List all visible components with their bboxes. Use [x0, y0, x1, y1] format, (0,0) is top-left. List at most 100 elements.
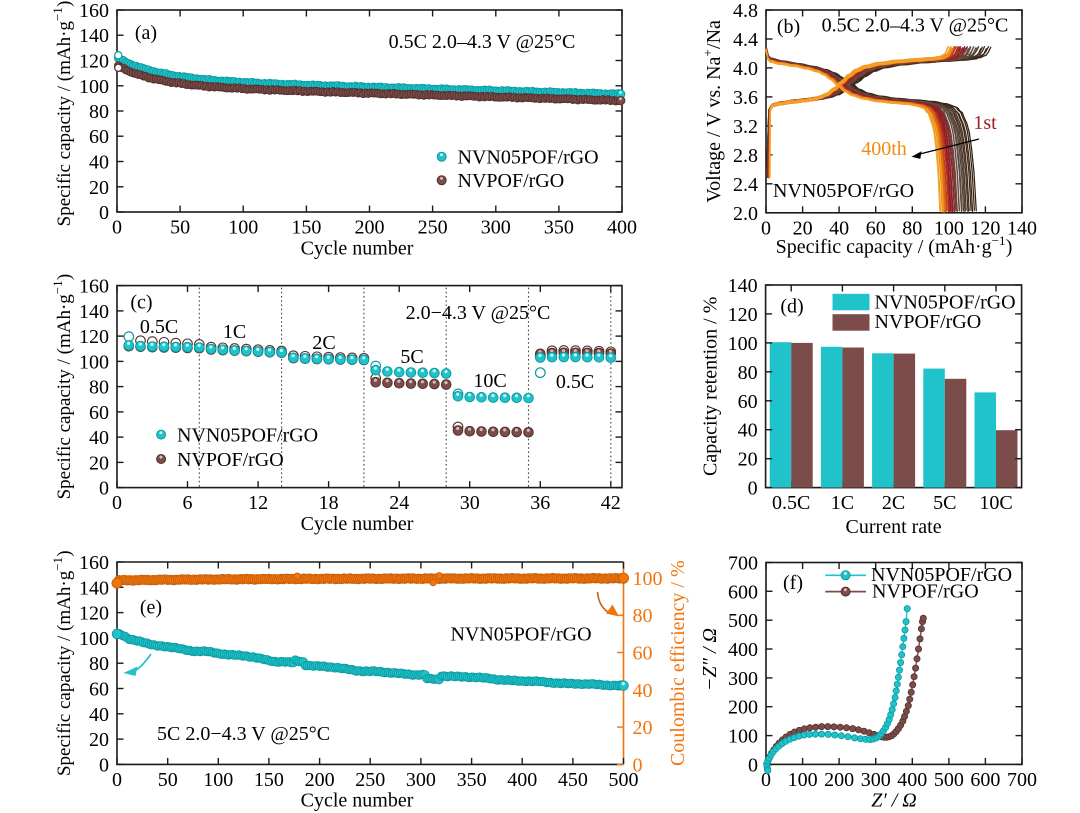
svg-text:10C: 10C — [473, 370, 506, 392]
svg-text:500: 500 — [609, 769, 639, 791]
svg-text:50: 50 — [170, 217, 190, 239]
svg-text:0.5C 2.0–4.3 V @25°C: 0.5C 2.0–4.3 V @25°C — [389, 31, 576, 53]
svg-text:20: 20 — [793, 217, 813, 239]
svg-text:60: 60 — [633, 643, 653, 665]
svg-text:80: 80 — [89, 653, 109, 675]
svg-text:160: 160 — [79, 552, 109, 574]
svg-text:NVN05POF/rGO: NVN05POF/rGO — [458, 147, 599, 169]
svg-text:100: 100 — [728, 726, 758, 748]
svg-text:80: 80 — [89, 101, 109, 123]
svg-text:Z′ / Ω: Z′ / Ω — [871, 790, 917, 812]
svg-text:0: 0 — [99, 202, 109, 224]
svg-text:250: 250 — [355, 769, 385, 791]
svg-text:40: 40 — [829, 217, 849, 239]
svg-text:100: 100 — [728, 333, 758, 355]
svg-text:100: 100 — [788, 769, 818, 791]
svg-text:0.5C: 0.5C — [772, 492, 810, 514]
svg-text:60: 60 — [866, 217, 886, 239]
svg-text:450: 450 — [558, 769, 588, 791]
svg-text:100: 100 — [203, 769, 233, 791]
svg-text:100: 100 — [79, 76, 109, 98]
svg-text:140: 140 — [79, 25, 109, 47]
svg-text:24: 24 — [389, 492, 409, 514]
svg-text:200: 200 — [305, 769, 335, 791]
svg-text:Capacity retention / %: Capacity retention / % — [700, 297, 722, 476]
svg-text:80: 80 — [738, 362, 758, 384]
svg-text:NVN05POF/rGO: NVN05POF/rGO — [450, 624, 591, 646]
svg-text:Cycle number: Cycle number — [301, 513, 414, 535]
svg-text:140: 140 — [79, 577, 109, 599]
svg-text:20: 20 — [89, 452, 109, 474]
svg-text:200: 200 — [824, 769, 854, 791]
svg-text:0: 0 — [112, 769, 122, 791]
svg-text:120: 120 — [79, 603, 109, 625]
svg-text:42: 42 — [601, 492, 621, 514]
svg-text:250: 250 — [418, 217, 448, 239]
svg-text:0: 0 — [748, 754, 758, 776]
svg-text:350: 350 — [544, 217, 574, 239]
svg-text:200: 200 — [355, 217, 385, 239]
svg-text:(e): (e) — [140, 597, 162, 619]
svg-text:60: 60 — [89, 679, 109, 701]
svg-text:0: 0 — [99, 478, 109, 500]
svg-text:20: 20 — [738, 449, 758, 471]
svg-text:Specific capacity / (mAh·g−1 ): Specific capacity / (mAh·g−1 ) — [50, 1, 75, 227]
svg-text:12: 12 — [248, 492, 268, 514]
svg-text:2.0: 2.0 — [733, 203, 758, 225]
svg-text:40: 40 — [89, 427, 109, 449]
svg-text:NVN05POF/rGO: NVN05POF/rGO — [177, 425, 318, 447]
svg-text:4.4: 4.4 — [733, 29, 758, 51]
svg-text:60: 60 — [89, 126, 109, 148]
svg-text:500: 500 — [728, 610, 758, 632]
svg-text:300: 300 — [406, 769, 436, 791]
svg-text:Specific capacity / (mAh·g−1 ): Specific capacity / (mAh·g−1 ) — [50, 550, 75, 776]
svg-text:60: 60 — [738, 391, 758, 413]
svg-text:150: 150 — [254, 769, 284, 791]
svg-text:Current rate: Current rate — [846, 516, 942, 538]
svg-text:100: 100 — [228, 217, 258, 239]
svg-text:100: 100 — [633, 568, 663, 590]
svg-text:(a): (a) — [135, 22, 157, 44]
svg-text:300: 300 — [861, 769, 891, 791]
svg-text:3.6: 3.6 — [733, 87, 758, 109]
svg-text:NVN05POF/rGO: NVN05POF/rGO — [871, 564, 1012, 586]
svg-text:20: 20 — [89, 729, 109, 751]
svg-text:5C: 5C — [400, 346, 423, 368]
svg-text:NVPOF/rGO: NVPOF/rGO — [872, 581, 979, 603]
svg-text:60: 60 — [89, 402, 109, 424]
svg-text:0: 0 — [633, 754, 643, 776]
svg-text:(d): (d) — [780, 296, 803, 318]
svg-text:NVPOF/rGO: NVPOF/rGO — [458, 170, 565, 192]
svg-text:150: 150 — [291, 217, 321, 239]
svg-text:160: 160 — [79, 276, 109, 298]
svg-text:0: 0 — [112, 492, 122, 514]
svg-text:0: 0 — [112, 217, 122, 239]
svg-text:80: 80 — [89, 377, 109, 399]
svg-text:1st: 1st — [973, 112, 997, 134]
svg-text:600: 600 — [970, 769, 1000, 791]
svg-text:18: 18 — [319, 492, 339, 514]
svg-text:300: 300 — [481, 217, 511, 239]
svg-text:40: 40 — [633, 680, 653, 702]
svg-text:400: 400 — [897, 769, 927, 791]
svg-text:Specific capacity / (mAh·g−1 ): Specific capacity / (mAh·g−1 ) — [776, 233, 1013, 258]
svg-text:4.0: 4.0 — [733, 58, 758, 80]
svg-text:(b): (b) — [777, 16, 800, 38]
svg-text:200: 200 — [728, 697, 758, 719]
svg-text:0.5C: 0.5C — [556, 371, 594, 393]
svg-text:(f): (f) — [783, 572, 803, 594]
svg-text:6: 6 — [183, 492, 193, 514]
svg-text:700: 700 — [728, 553, 758, 575]
svg-text:100: 100 — [79, 351, 109, 373]
svg-text:0: 0 — [761, 217, 771, 239]
svg-text:40: 40 — [738, 420, 758, 442]
svg-text:40: 40 — [89, 704, 109, 726]
svg-text:20: 20 — [89, 177, 109, 199]
svg-text:140: 140 — [728, 275, 758, 297]
svg-text:0.5C 2.0–4.3 V @25°C: 0.5C 2.0–4.3 V @25°C — [822, 15, 1009, 37]
svg-text:Voltage / V vs. Na+ /Na: Voltage / V vs. Na+ /Na — [700, 20, 725, 203]
svg-text:30: 30 — [460, 492, 480, 514]
svg-text:−Z″ / Ω: −Z″ / Ω — [699, 628, 721, 691]
svg-text:80: 80 — [902, 217, 922, 239]
svg-text:100: 100 — [934, 217, 964, 239]
